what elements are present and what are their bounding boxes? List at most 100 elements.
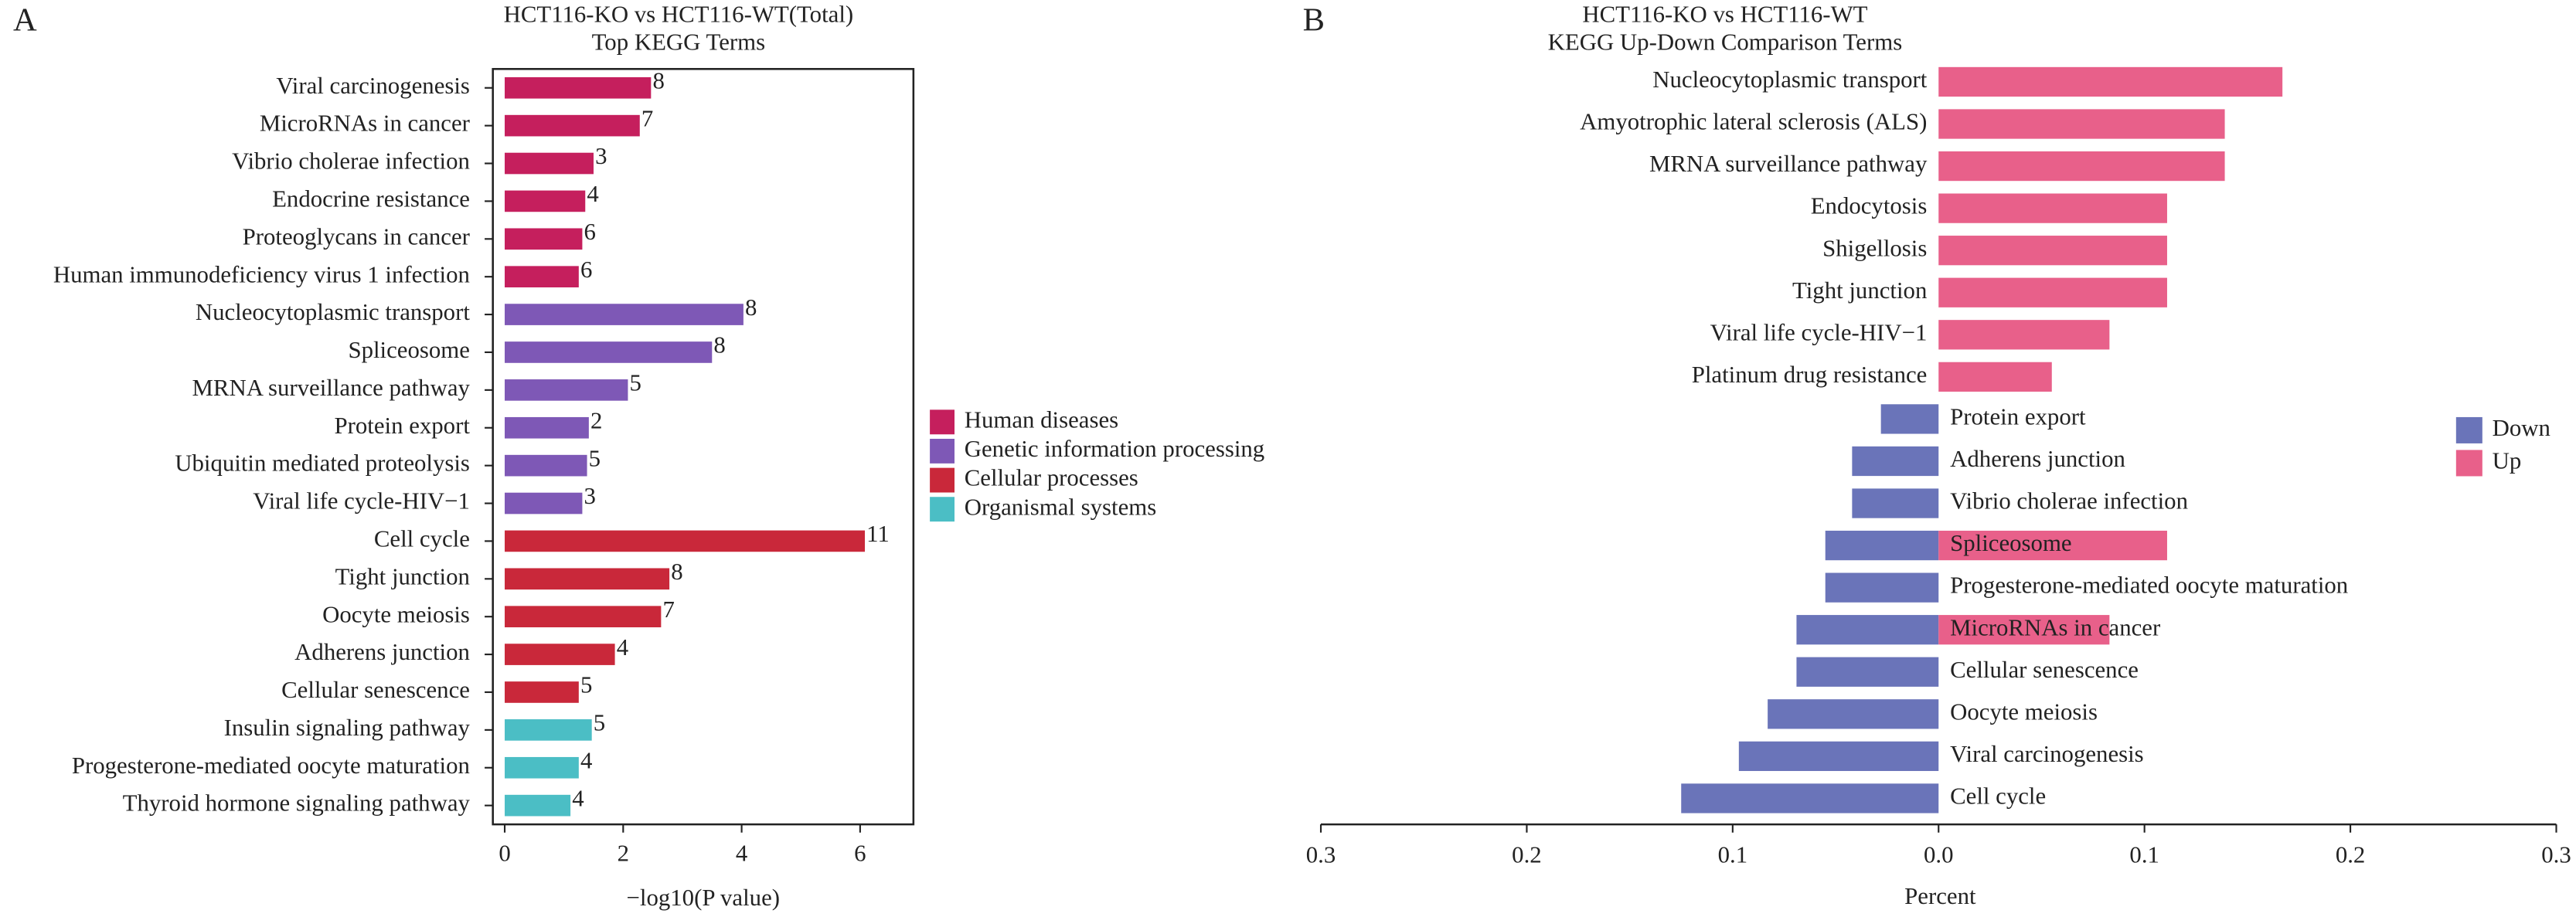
x-tick-label: 6 — [854, 841, 866, 867]
y-tick-label: MRNA surveillance pathway — [192, 375, 471, 401]
count-label: 2 — [590, 407, 602, 433]
bar — [1938, 277, 2167, 307]
count-label: 5 — [630, 370, 641, 396]
y-tick-label: Endocrine resistance — [272, 185, 470, 212]
chart-title: HCT116-KO vs HCT116-WT(Total) — [504, 1, 854, 27]
count-label: 8 — [671, 559, 682, 585]
x-tick-label: 0.2 — [2336, 842, 2366, 868]
bar — [1852, 488, 1939, 518]
bar — [505, 379, 628, 401]
bar — [1796, 657, 1939, 687]
chart-title: HCT116-KO vs HCT116-WT — [1582, 1, 1867, 27]
y-tick-label: Viral life cycle-HIV−1 — [253, 488, 470, 515]
x-tick-label: 4 — [736, 841, 747, 867]
y-tick-label: Proteoglycans in cancer — [243, 223, 470, 250]
category-label: MicroRNAs in cancer — [1950, 614, 2160, 640]
category-label: Vibrio cholerae infection — [1950, 488, 2188, 515]
count-label: 5 — [594, 710, 605, 736]
bar — [1796, 615, 1939, 645]
bar — [505, 719, 592, 741]
bar — [1681, 783, 1939, 813]
bar — [1938, 362, 2052, 392]
legend-swatch — [2455, 450, 2482, 477]
x-tick-label: 0.3 — [1306, 842, 1336, 868]
chart-subtitle: Top KEGG Terms — [592, 29, 765, 55]
bar — [505, 756, 579, 779]
count-label: 4 — [572, 785, 584, 811]
count-label: 5 — [589, 445, 601, 471]
y-tick-label: Adherens junction — [294, 639, 470, 665]
chart-subtitle: KEGG Up-Down Comparison Terms — [1548, 29, 1903, 55]
bar — [505, 114, 640, 137]
bar — [505, 266, 579, 288]
category-label: Endocytosis — [1811, 193, 1928, 219]
legend-swatch — [2455, 416, 2482, 443]
bar — [505, 76, 652, 99]
y-tick-label: Thyroid hormone signaling pathway — [123, 790, 471, 817]
bar — [1938, 320, 2110, 350]
bar — [1938, 151, 2225, 182]
x-tick-label: 0.1 — [2129, 842, 2159, 868]
y-tick-label: Spliceosome — [348, 337, 469, 363]
bar — [505, 606, 662, 628]
y-tick-label: Insulin signaling pathway — [224, 715, 471, 741]
legend-swatch — [930, 409, 955, 435]
category-label: Progesterone-mediated oocyte maturation — [1950, 572, 2348, 599]
count-label: 11 — [866, 521, 890, 547]
legend-label: Down — [2493, 415, 2550, 441]
bar — [1852, 446, 1939, 477]
category-label: Spliceosome — [1950, 530, 2071, 556]
legend-swatch — [930, 497, 955, 522]
bar — [505, 416, 589, 439]
y-tick-label: Cellular senescence — [281, 677, 470, 703]
legend-label: Genetic information processing — [965, 436, 1264, 462]
count-label: 7 — [641, 105, 653, 131]
panel-letter: A — [13, 2, 37, 39]
bar — [505, 152, 594, 175]
bar — [505, 794, 571, 817]
count-label: 4 — [587, 181, 598, 207]
category-label: Viral life cycle-HIV−1 — [1710, 319, 1928, 345]
y-tick-label: Protein export — [334, 413, 470, 439]
legend-swatch — [930, 467, 955, 493]
bar — [505, 304, 744, 325]
bar — [1938, 615, 2110, 645]
bar — [1938, 66, 2283, 97]
count-label: 3 — [584, 483, 596, 509]
category-label: Shigellosis — [1822, 235, 1927, 261]
x-tick-label: 2 — [618, 841, 629, 867]
count-label: 6 — [584, 219, 596, 245]
bar — [505, 681, 579, 703]
y-tick-label: Progesterone-mediated oocyte maturation — [72, 752, 470, 779]
y-tick-label: Cell cycle — [374, 525, 470, 552]
bar — [1825, 530, 1939, 561]
category-label: Tight junction — [1792, 277, 1927, 304]
x-axis-label: Percent — [1904, 883, 1976, 909]
count-label: 8 — [652, 67, 664, 93]
category-label: Protein export — [1950, 403, 2086, 430]
count-label: 8 — [745, 294, 757, 321]
category-label: MRNA surveillance pathway — [1649, 151, 1928, 177]
x-tick-label: 0 — [499, 841, 510, 867]
x-tick-label: 0.2 — [1512, 842, 1542, 868]
legend-label: Human diseases — [965, 406, 1118, 433]
bar — [1938, 530, 2167, 561]
bar — [505, 454, 587, 477]
bar — [505, 190, 586, 212]
bar — [1938, 109, 2225, 139]
legend-label: Organismal systems — [965, 494, 1156, 520]
category-label: Platinum drug resistance — [1692, 362, 1928, 388]
legend-label: Up — [2493, 448, 2522, 474]
x-tick-label: 0.0 — [1924, 842, 1954, 868]
y-tick-label: Ubiquitin mediated proteolysis — [175, 450, 470, 477]
bar — [1938, 236, 2167, 266]
y-tick-label: MicroRNAs in cancer — [260, 110, 470, 137]
category-label: Cellular senescence — [1950, 657, 2139, 683]
y-tick-label: Viral carcinogenesis — [276, 73, 470, 99]
bar — [505, 568, 670, 590]
count-label: 6 — [580, 256, 592, 283]
bar — [505, 530, 866, 552]
bar — [1825, 572, 1939, 603]
